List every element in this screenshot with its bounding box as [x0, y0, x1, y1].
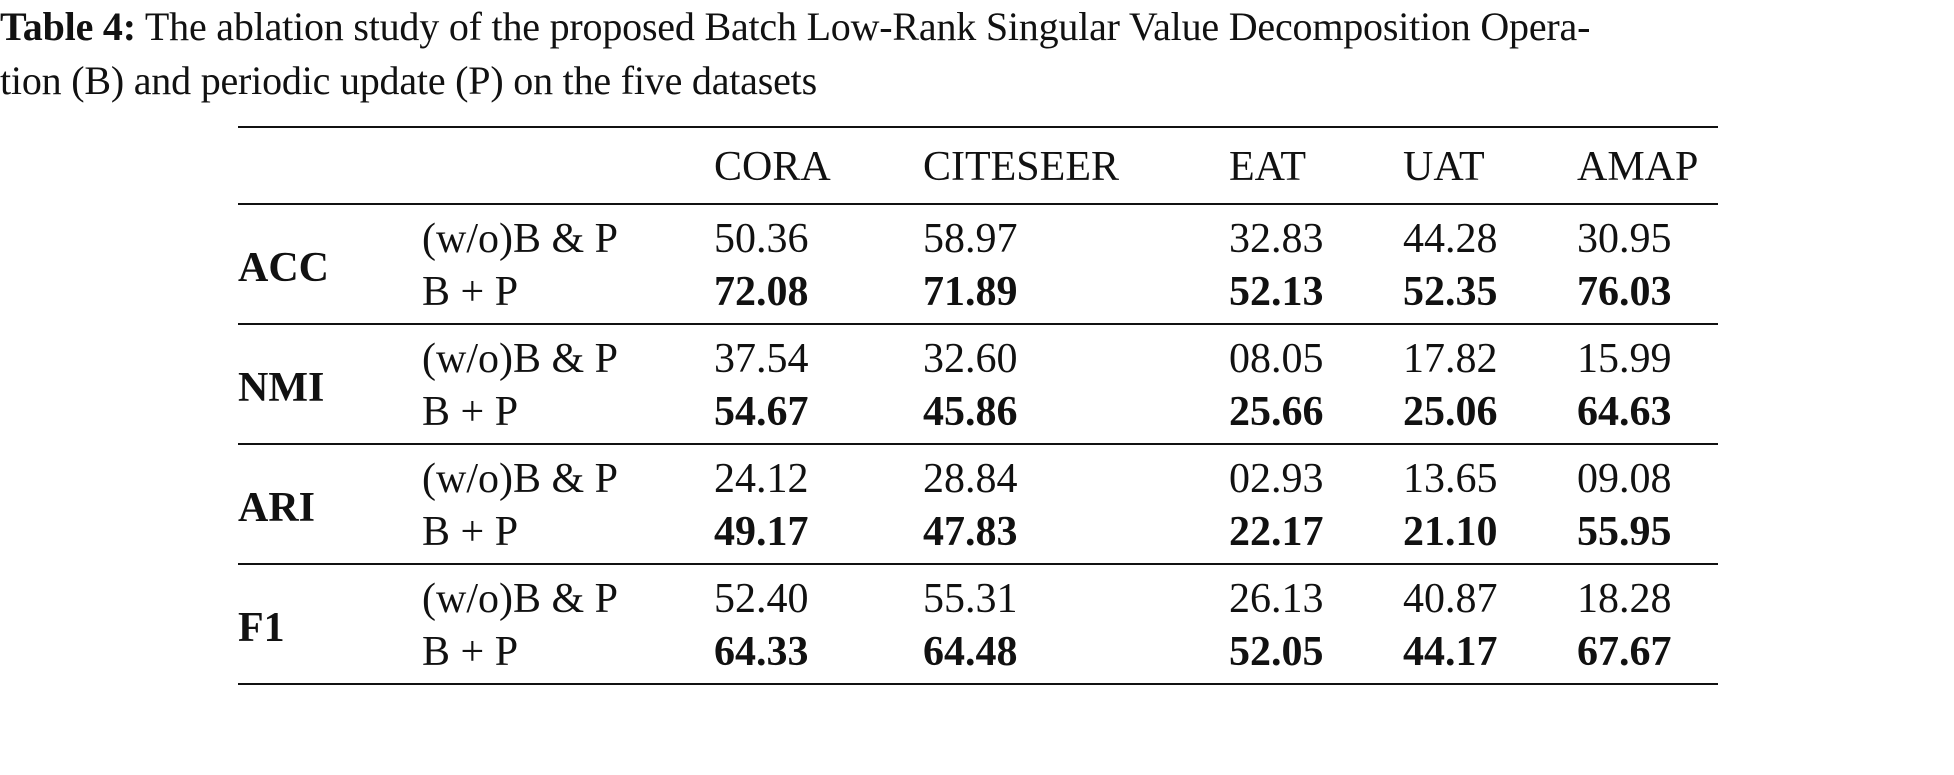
table-cell-best: 76.03	[1577, 268, 1672, 315]
caption-text-line-1: The ablation study of the proposed Batch…	[135, 4, 1591, 49]
column-header: EAT	[1229, 143, 1306, 190]
table-cell-best: 25.66	[1229, 388, 1324, 435]
table-row: NMI (w/o)B & P 37.54 32.60 08.05 17.82 1…	[238, 324, 1718, 411]
table-cell: 15.99	[1577, 335, 1672, 382]
method-label: (w/o)B & P	[422, 215, 619, 262]
table-cell: 08.05	[1229, 335, 1324, 382]
table-cell: 09.08	[1577, 455, 1672, 502]
table-cell: 52.40	[714, 575, 809, 622]
table-cell: 40.87	[1403, 575, 1498, 622]
table-caption: Table 4: The ablation study of the propo…	[0, 0, 1950, 108]
caption-text-line-2: tion (B) and periodic update (P) on the …	[0, 58, 817, 103]
table-cell-best: 71.89	[923, 268, 1018, 315]
table-row: B + P 72.08 71.89 52.13 52.35 76.03	[238, 264, 1718, 324]
table-cell: 17.82	[1403, 335, 1498, 382]
table-row: B + P 64.33 64.48 52.05 44.17 67.67	[238, 624, 1718, 684]
caption-line-1: Table 4: The ablation study of the propo…	[0, 0, 1950, 54]
metric-label: F1	[238, 605, 285, 651]
header-empty-method	[422, 127, 714, 204]
ablation-table: CORA CITESEER EAT UAT AMAP ACC (w/o)B & …	[238, 126, 1718, 685]
table-cell-best: 67.67	[1577, 628, 1672, 675]
column-header: CORA	[714, 143, 831, 190]
column-header: CITESEER	[923, 143, 1119, 190]
header-row: CORA CITESEER EAT UAT AMAP	[238, 127, 1718, 204]
table-cell: 18.28	[1577, 575, 1672, 622]
table-cell: 32.83	[1229, 215, 1324, 262]
method-label: B + P	[422, 268, 519, 315]
method-label: (w/o)B & P	[422, 575, 619, 622]
table-cell-best: 49.17	[714, 508, 809, 555]
table-row: ARI (w/o)B & P 24.12 28.84 02.93 13.65 0…	[238, 444, 1718, 531]
table-cell-best: 44.17	[1403, 628, 1498, 675]
metric-label: NMI	[238, 365, 325, 411]
method-label: B + P	[422, 628, 519, 675]
method-label: B + P	[422, 508, 519, 555]
table-cell-best: 25.06	[1403, 388, 1498, 435]
table-cell-best: 54.67	[714, 388, 809, 435]
table-cell-best: 72.08	[714, 268, 809, 315]
table-row: B + P 49.17 47.83 22.17 21.10 55.95	[238, 504, 1718, 564]
table-cell: 26.13	[1229, 575, 1324, 622]
table-cell-best: 47.83	[923, 508, 1018, 555]
table-cell: 58.97	[923, 215, 1018, 262]
table-cell: 24.12	[714, 455, 809, 502]
table-cell-best: 52.05	[1229, 628, 1324, 675]
table-cell: 02.93	[1229, 455, 1324, 502]
table-cell-best: 64.48	[923, 628, 1018, 675]
table-cell: 37.54	[714, 335, 809, 382]
table-cell: 50.36	[714, 215, 809, 262]
table-cell-best: 55.95	[1577, 508, 1672, 555]
table-cell-best: 52.35	[1403, 268, 1498, 315]
table-cell: 44.28	[1403, 215, 1498, 262]
column-header: AMAP	[1577, 143, 1699, 190]
table-cell-best: 45.86	[923, 388, 1018, 435]
table-cell: 13.65	[1403, 455, 1498, 502]
table-row: B + P 54.67 45.86 25.66 25.06 64.63	[238, 384, 1718, 444]
table-cell-best: 52.13	[1229, 268, 1324, 315]
table-cell: 28.84	[923, 455, 1018, 502]
table-cell-best: 21.10	[1403, 508, 1498, 555]
table-cell-best: 64.63	[1577, 388, 1672, 435]
table-cell-best: 22.17	[1229, 508, 1324, 555]
method-label: B + P	[422, 388, 519, 435]
header-empty-metric	[238, 127, 422, 204]
method-label: (w/o)B & P	[422, 455, 619, 502]
table-cell-best: 64.33	[714, 628, 809, 675]
metric-label: ACC	[238, 245, 329, 291]
column-header: UAT	[1403, 143, 1485, 190]
metric-label: ARI	[238, 485, 316, 531]
caption-label: Table 4:	[0, 4, 136, 49]
method-label: (w/o)B & P	[422, 335, 619, 382]
table-row: F1 (w/o)B & P 52.40 55.31 26.13 40.87 18…	[238, 564, 1718, 651]
table-cell: 32.60	[923, 335, 1018, 382]
table-cell: 55.31	[923, 575, 1018, 622]
table-row: ACC (w/o)B & P 50.36 58.97 32.83 44.28 3…	[238, 204, 1718, 291]
table-cell: 30.95	[1577, 215, 1672, 262]
